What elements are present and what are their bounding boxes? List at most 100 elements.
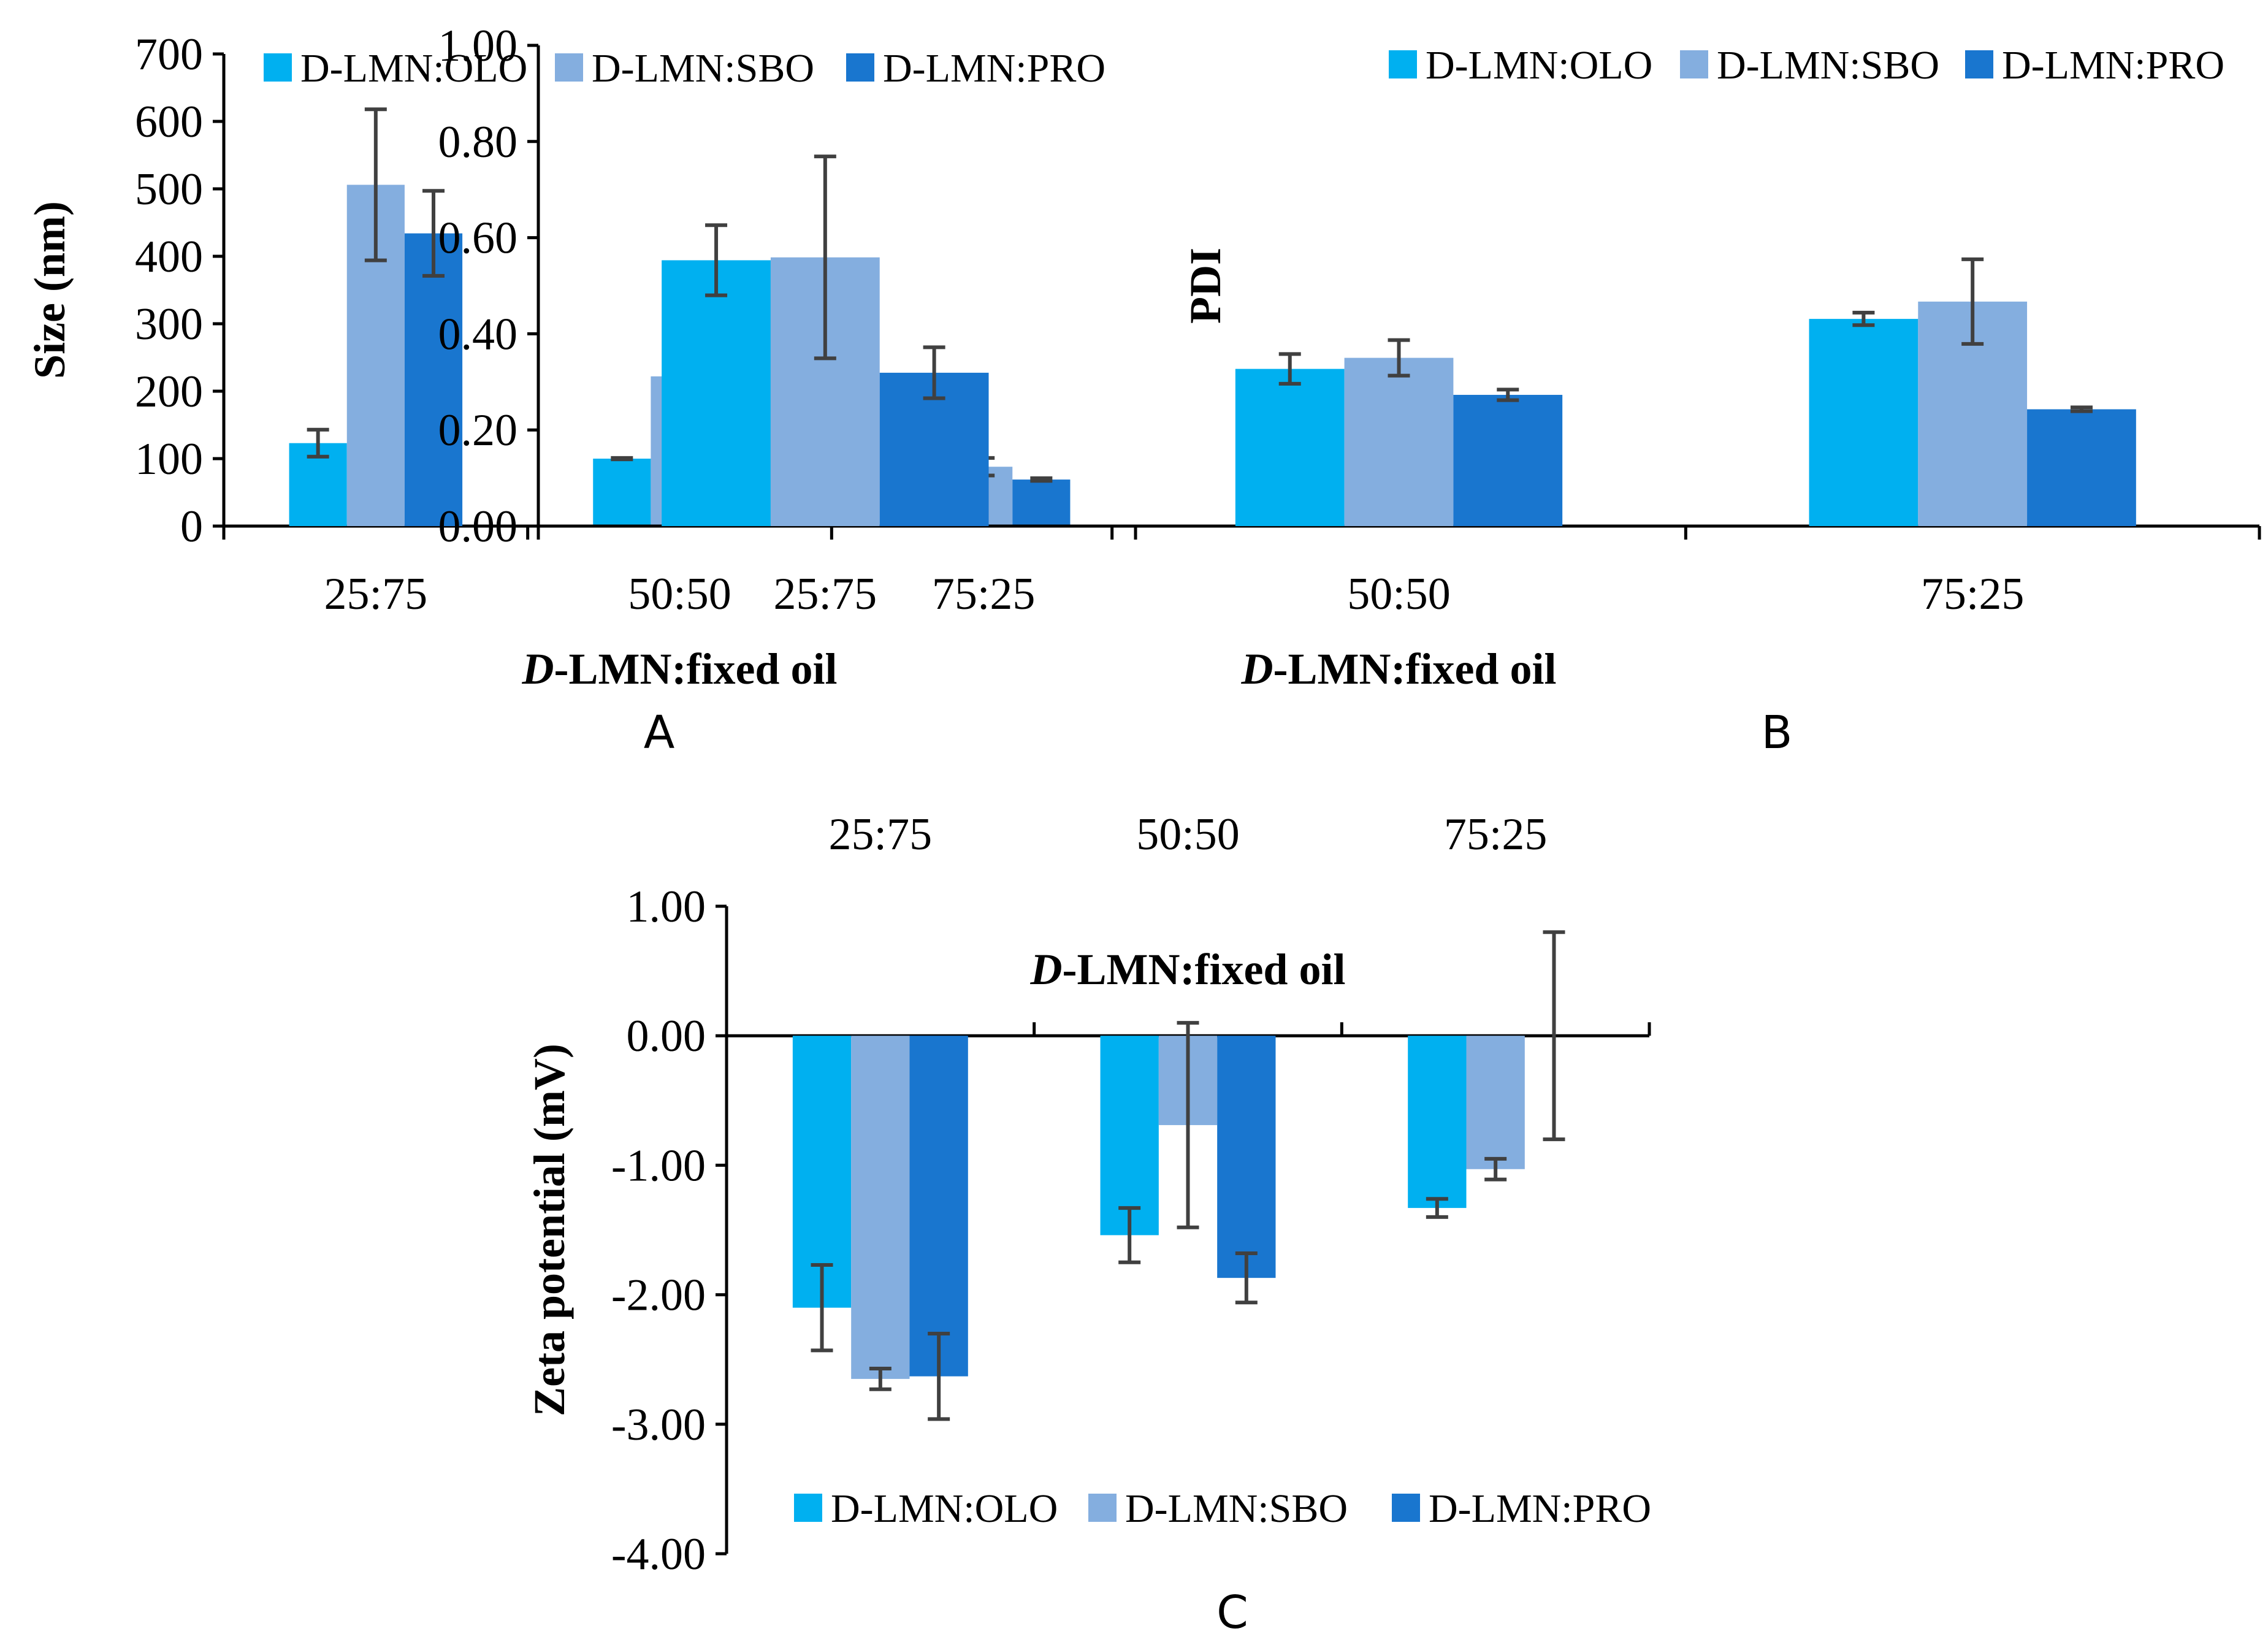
y-axis-title: Zeta potential (mV)	[525, 1044, 574, 1416]
legend-swatch-olo	[264, 53, 292, 82]
legend-label-sbo: D-LMN:SBO	[592, 46, 814, 91]
x-axis-title-rest: -LMN:fixed oil	[1273, 644, 1557, 693]
x-category-label: 75:25	[1444, 809, 1548, 860]
y-tick-label: 500	[135, 164, 203, 215]
y-tick-label: 600	[135, 97, 203, 147]
y-tick-label: 300	[135, 299, 203, 349]
y-tick-label: -3.00	[611, 1400, 706, 1450]
x-category-label: 25:75	[774, 569, 877, 619]
x-axis-title: D-LMN:fixed oil	[1030, 945, 1346, 994]
error-bar-olo-50-50	[611, 456, 633, 462]
error-bar-olo-25-75	[307, 427, 329, 459]
legend-label-olo: D-LMN:OLO	[1426, 43, 1652, 88]
chart-C: -4.00 -3.00 -2.00 -1.00 0.00 1.00 25:75 50:50 75…	[525, 809, 1651, 1639]
y-tick-label: 0.60	[438, 213, 518, 264]
legend-label-sbo: D-LMN:SBO	[1125, 1486, 1348, 1531]
panel-label-C: C	[1216, 1586, 1248, 1639]
x-axis-title: D-LMN:fixed oil	[522, 644, 838, 693]
error-bar-pro-75-25	[1030, 476, 1053, 483]
x-category-label: 75:25	[1921, 569, 2025, 619]
error-bar-pro-25-75	[923, 345, 945, 400]
error-bar-sbo-25-75	[364, 107, 387, 262]
error-bar-sbo-25-75	[814, 155, 836, 361]
error-bar-olo-25-75	[811, 1263, 833, 1353]
y-tick-label: 400	[135, 232, 203, 282]
bar-pro-75-25	[1012, 479, 1071, 526]
error-bar-sbo-25-75	[869, 1366, 892, 1391]
y-tick-label: -2.00	[611, 1270, 706, 1321]
legend-swatch-sbo	[1680, 50, 1708, 78]
legend-swatch-olo	[794, 1494, 822, 1522]
error-bar-sbo-75-25	[1961, 257, 1984, 346]
bar-sbo-75-25	[1466, 1036, 1525, 1169]
error-bar-olo-50-50	[1118, 1206, 1141, 1264]
bar-olo-50-50	[1235, 369, 1345, 526]
y-tick-label: 1.00	[438, 21, 518, 71]
bar-olo-25-75	[792, 1036, 852, 1308]
legend-swatch-pro	[1965, 50, 1993, 78]
error-bar-sbo-50-50	[1177, 1021, 1199, 1229]
y-tick-label: 0.20	[438, 405, 518, 456]
y-tick-label: 200	[135, 367, 203, 417]
y-tick-label: 700	[135, 29, 203, 80]
bar-pro-25-75	[404, 233, 463, 526]
error-bar-pro-25-75	[422, 189, 445, 278]
legend-swatch-sbo	[555, 53, 583, 82]
error-bar-sbo-75-25	[1484, 1156, 1507, 1182]
x-category-label: 25:75	[324, 569, 428, 619]
bar-pro-25-75	[909, 1036, 968, 1377]
x-axis-title: D-LMN:fixed oil	[1241, 644, 1557, 693]
legend-label-olo: D-LMN:OLO	[831, 1486, 1058, 1531]
error-bar-olo-50-50	[1278, 352, 1301, 386]
error-bar-pro-75-25	[2070, 405, 2093, 413]
error-bar-olo-25-75	[705, 223, 728, 297]
panel-label-A: A	[644, 706, 675, 759]
x-axis-title-italic: D	[1030, 945, 1063, 994]
y-axis-title: Size (nm)	[25, 201, 74, 379]
y-tick-label: 0.00	[438, 502, 518, 552]
x-category-label: 25:75	[829, 809, 933, 860]
x-category-label: 50:50	[1347, 569, 1451, 619]
y-tick-label: 0.00	[627, 1011, 706, 1061]
legend-label-pro: D-LMN:PRO	[883, 46, 1105, 91]
legend-swatch-sbo	[1088, 1494, 1117, 1522]
y-tick-label: 100	[135, 434, 203, 484]
x-category-label: 50:50	[1136, 809, 1240, 860]
bar-pro-50-50	[1453, 394, 1563, 526]
legend-swatch-pro	[1392, 1494, 1420, 1522]
y-tick-label: 0.80	[438, 117, 518, 167]
legend-label-sbo: D-LMN:SBO	[1717, 43, 1939, 88]
bar-olo-25-75	[662, 260, 771, 526]
chart-B: 0.00 0.20 0.40 0.60 0.80 1.00 25:75 50:50 75:25 D…	[438, 21, 2261, 759]
error-bar-olo-75-25	[1426, 1197, 1448, 1219]
bar-olo-75-25	[1408, 1036, 1467, 1209]
x-axis-title-rest: -LMN:fixed oil	[1063, 945, 1346, 994]
x-axis-title-italic: D	[522, 644, 554, 693]
legend-label-pro: D-LMN:PRO	[2002, 43, 2224, 88]
legend-swatch-pro	[846, 53, 874, 82]
y-tick-label: -1.00	[611, 1140, 706, 1191]
y-tick-label: 0.40	[438, 309, 518, 359]
y-tick-label: 1.00	[627, 882, 706, 932]
x-category-label: 75:25	[932, 569, 1036, 619]
y-tick-label: -4.00	[611, 1529, 706, 1579]
bar-sbo-50-50	[1344, 357, 1454, 526]
bar-sbo-25-75	[851, 1036, 910, 1379]
error-bar-pro-75-25	[1543, 930, 1565, 1142]
error-bar-sbo-50-50	[1388, 338, 1410, 378]
legend-swatch-olo	[1389, 50, 1417, 78]
bar-olo-50-50	[1100, 1036, 1159, 1236]
y-axis-title: PDI	[1181, 248, 1230, 324]
x-axis-title-italic: D	[1241, 644, 1273, 693]
x-axis-title-rest: -LMN:fixed oil	[554, 644, 838, 693]
error-bar-pro-50-50	[1497, 388, 1519, 402]
bar-olo-75-25	[1809, 319, 1919, 526]
legend-label-pro: D-LMN:PRO	[1429, 1486, 1651, 1531]
panel-label-B: B	[1762, 706, 1793, 759]
bar-pro-75-25	[2027, 409, 2136, 526]
x-category-label: 50:50	[628, 569, 731, 619]
chart-A: 0 100 200 300 400 500 600 700 25:75 50:50 75:25 D-L…	[25, 29, 1137, 759]
y-tick-label: 0	[180, 502, 203, 552]
bar-pro-50-50	[1217, 1036, 1276, 1278]
